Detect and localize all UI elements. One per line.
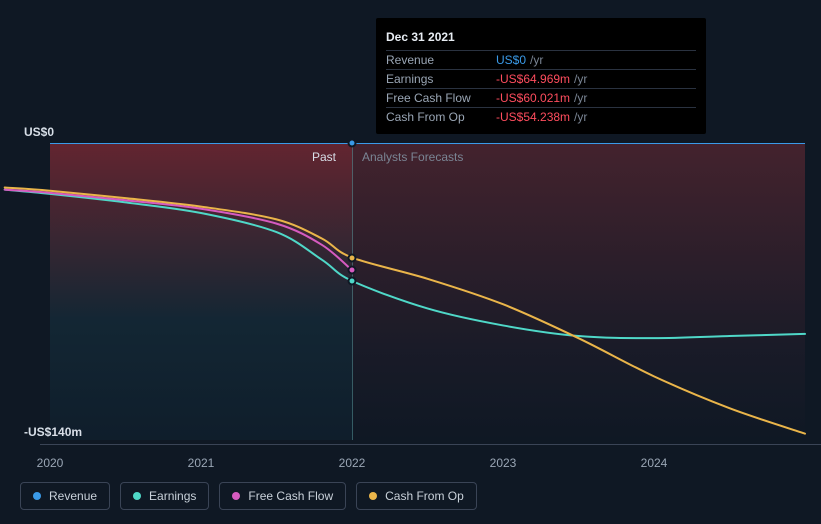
tooltip-label: Cash From Op — [386, 110, 496, 124]
legend-label: Earnings — [149, 489, 196, 503]
tooltip-title: Dec 31 2021 — [386, 26, 696, 50]
tooltip-row: Earnings-US$64.969m/yr — [386, 69, 696, 88]
tooltip-value: US$0 — [496, 53, 526, 67]
y-axis-tick-bottom: -US$140m — [24, 425, 82, 439]
tooltip-row: RevenueUS$0/yr — [386, 50, 696, 69]
series-line-fcf — [5, 190, 352, 271]
tooltip-label: Free Cash Flow — [386, 91, 496, 105]
x-axis-tick: 2021 — [188, 456, 215, 470]
legend-item-cfo[interactable]: Cash From Op — [356, 482, 477, 510]
tooltip-unit: /yr — [574, 72, 587, 86]
chart-tooltip: Dec 31 2021 RevenueUS$0/yrEarnings-US$64… — [376, 18, 706, 134]
legend-label: Free Cash Flow — [248, 489, 333, 503]
legend-swatch-icon — [232, 492, 240, 500]
chart-legend: Revenue Earnings Free Cash Flow Cash From O… — [20, 482, 477, 510]
forecast-label: Analysts Forecasts — [362, 150, 463, 164]
legend-item-earnings[interactable]: Earnings — [120, 482, 209, 510]
series-line-earnings — [5, 190, 805, 339]
marker-fcf — [348, 266, 357, 275]
financials-chart: US$0 -US$140m 20202021202220232024 Past … — [20, 0, 821, 524]
x-axis-tick: 2023 — [490, 456, 517, 470]
past-label: Past — [312, 150, 336, 164]
tooltip-row: Cash From Op-US$54.238m/yr — [386, 107, 696, 126]
marker-revenue — [348, 139, 357, 148]
legend-label: Cash From Op — [385, 489, 464, 503]
tooltip-value: -US$60.021m — [496, 91, 570, 105]
y-axis-tick-top: US$0 — [24, 125, 54, 139]
legend-swatch-icon — [133, 492, 141, 500]
legend-label: Revenue — [49, 489, 97, 503]
x-axis-tick: 2024 — [641, 456, 668, 470]
marker-cfo — [348, 253, 357, 262]
legend-item-fcf[interactable]: Free Cash Flow — [219, 482, 346, 510]
x-axis-baseline — [40, 444, 821, 445]
x-axis-tick: 2020 — [37, 456, 64, 470]
marker-earnings — [348, 276, 357, 285]
legend-swatch-icon — [33, 492, 41, 500]
x-axis-tick: 2022 — [339, 456, 366, 470]
series-line-cfo — [5, 188, 805, 434]
tooltip-unit: /yr — [530, 53, 543, 67]
tooltip-label: Revenue — [386, 53, 496, 67]
tooltip-label: Earnings — [386, 72, 496, 86]
tooltip-unit: /yr — [574, 91, 587, 105]
legend-swatch-icon — [369, 492, 377, 500]
tooltip-value: -US$64.969m — [496, 72, 570, 86]
tooltip-row: Free Cash Flow-US$60.021m/yr — [386, 88, 696, 107]
chart-lines — [50, 143, 805, 440]
legend-item-revenue[interactable]: Revenue — [20, 482, 110, 510]
tooltip-unit: /yr — [574, 110, 587, 124]
tooltip-value: -US$54.238m — [496, 110, 570, 124]
